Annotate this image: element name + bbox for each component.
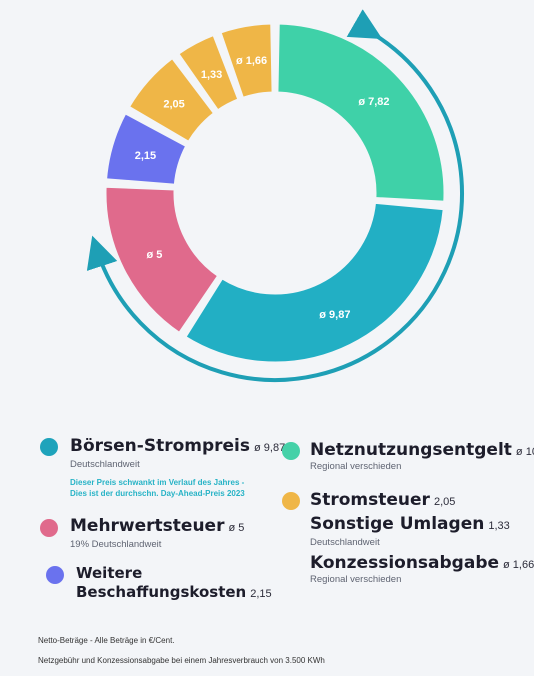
donut-slice-label-6: ø 1,66	[236, 55, 267, 67]
legend-dot-weitere	[46, 566, 64, 584]
legend-value-netz: ø 10	[515, 446, 534, 458]
legend-title-mwst: Mehrwertsteuer ø 5	[70, 516, 244, 536]
legend-dot-netz	[282, 442, 300, 460]
donut-slice-1	[182, 200, 446, 365]
legend-sub-boersen: Deutschlandweit	[70, 459, 140, 470]
donut-slice-label-1: ø 9,87	[319, 309, 350, 321]
legend-label-konzession: Konzessionsabgabe	[310, 553, 500, 573]
legend-dot-stromsteuer	[282, 492, 300, 510]
legend-note-boersen: Dieser Preis schwankt im Verlauf des Jah…	[70, 478, 245, 498]
donut-chart: ø 7,82 ø 9,87 ø 5 2,15 2,05 1,33 ø 1,66	[86, 9, 464, 382]
legend-sub-netz: Regional verschieden	[310, 461, 402, 472]
legend-label-weitere: Beschaffungskosten	[76, 583, 247, 601]
legend-label-boersen: Börsen-Strompreis	[70, 436, 251, 456]
legend-value-stromsteuer: 2,05	[433, 496, 456, 508]
donut-slice-label-2: ø 5	[146, 249, 162, 261]
legend-sub-konzession: Regional verschieden	[310, 574, 402, 585]
donut-slices	[103, 21, 447, 365]
legend-sub-mwst: 19% Deutschlandweit	[70, 539, 162, 550]
legend-title-weitere-1: Weitere	[76, 564, 143, 582]
legend-title-umlagen: Sonstige Umlagen 1,33	[310, 514, 510, 534]
legend-title-stromsteuer: Stromsteuer 2,05	[310, 490, 455, 510]
donut-slice-label-3: 2,15	[135, 150, 156, 162]
legend-title-boersen: Börsen-Strompreis ø 9,87	[70, 436, 285, 456]
footnote-1: Netto-Beträge - Alle Beträge in €/Cent.	[38, 636, 175, 645]
range-arrow	[86, 9, 464, 382]
legend-label-stromsteuer: Stromsteuer	[310, 490, 430, 510]
legend-value-weitere: 2,15	[250, 588, 272, 600]
legend-title-konzession: Konzessionsabgabe ø 1,66	[310, 553, 534, 573]
legend-dot-mwst	[40, 519, 58, 537]
donut-slice-0	[275, 21, 447, 204]
legend-value-konzession: ø 1,66	[503, 559, 534, 571]
legend-value-mwst: ø 5	[228, 522, 245, 534]
legend-label-umlagen: Sonstige Umlagen	[310, 514, 485, 534]
legend-sub-umlagen: Deutschlandweit	[310, 537, 380, 548]
legend-title-weitere-2: Beschaffungskosten 2,15	[76, 583, 272, 601]
footnote-2: Netzgebühr und Konzessionsabgabe bei ein…	[38, 656, 325, 665]
donut-slice-label-5: 1,33	[201, 69, 222, 81]
donut-slice-label-4: 2,05	[163, 98, 184, 110]
legend-label-netz: Netznutzungsentgelt	[310, 440, 512, 460]
legend-value-boersen: ø 9,87	[254, 442, 286, 454]
legend-dot-boersen	[40, 438, 58, 456]
legend-label-mwst: Mehrwertsteuer	[70, 516, 225, 536]
legend-value-umlagen: 1,33	[488, 520, 510, 532]
donut-slice-label-0: ø 7,82	[358, 96, 389, 108]
